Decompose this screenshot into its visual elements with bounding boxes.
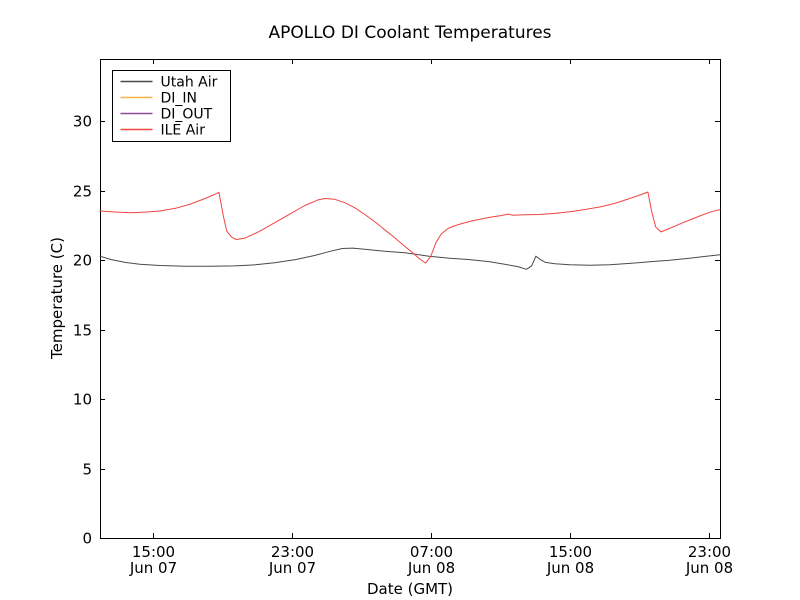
x-tick-label: Jun 08 bbox=[407, 559, 455, 577]
axes-frame bbox=[100, 59, 721, 539]
y-tick-label: 15 bbox=[73, 322, 92, 340]
x-tick-label: 07:00 bbox=[410, 543, 453, 561]
x-axis-label: Date (GMT) bbox=[366, 580, 454, 598]
x-tick-label: 23:00 bbox=[271, 543, 314, 561]
x-tick-label: 23:00 bbox=[688, 543, 731, 561]
x-tick-label: Jun 07 bbox=[268, 559, 316, 577]
legend-label: ILE Air bbox=[161, 123, 206, 139]
series-line-ile-air bbox=[99, 191, 721, 264]
y-tick-label: 10 bbox=[73, 391, 92, 409]
legend-label: Utah Air bbox=[161, 75, 218, 91]
y-tick-label: 30 bbox=[73, 113, 92, 131]
y-tick-label: 0 bbox=[82, 530, 92, 548]
y-tick-label: 25 bbox=[73, 183, 92, 201]
y-tick-label: 5 bbox=[82, 461, 92, 479]
y-tick-label: 20 bbox=[73, 252, 92, 270]
x-tick-label: 15:00 bbox=[549, 543, 592, 561]
x-tick-label: Jun 08 bbox=[546, 559, 594, 577]
chart-title: APOLLO DI Coolant Temperatures bbox=[268, 23, 552, 43]
x-tick-label: 15:00 bbox=[132, 543, 175, 561]
legend-label: DI_OUT bbox=[161, 107, 213, 123]
x-tick-label: Jun 08 bbox=[685, 559, 733, 577]
x-tick-label: Jun 07 bbox=[129, 559, 177, 577]
legend-label: DI_IN bbox=[161, 91, 198, 107]
series-line-utah-air bbox=[99, 247, 721, 270]
